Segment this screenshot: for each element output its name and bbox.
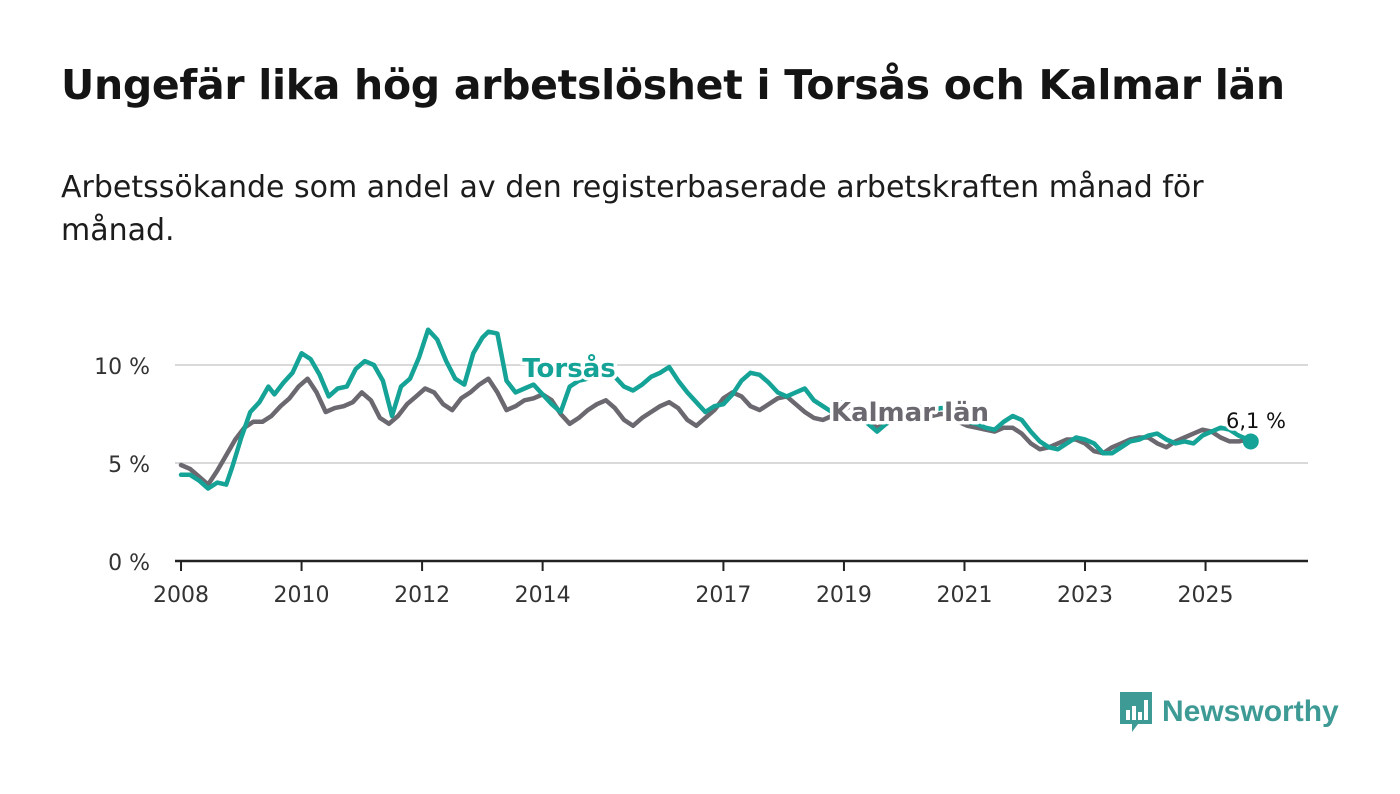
series-label-torsas: Torsås bbox=[522, 352, 615, 384]
chart-title: Ungefär lika hög arbetslöshet i Torsås o… bbox=[61, 61, 1285, 109]
x-tick-label: 2023 bbox=[1057, 583, 1113, 608]
y-tick-label: 10 % bbox=[94, 355, 150, 380]
x-tick-label: 2025 bbox=[1178, 583, 1234, 608]
series-lines bbox=[178, 327, 1253, 491]
series-line-torsas bbox=[178, 327, 1253, 491]
end-value-label: 6,1 % bbox=[1226, 409, 1286, 433]
series-label-kalmar-lan: Kalmar län bbox=[831, 398, 989, 428]
gridlines bbox=[175, 364, 1308, 464]
x-tick-label: 2021 bbox=[936, 583, 992, 608]
y-axis-ticks: 0 % 5 % 10 % bbox=[94, 355, 150, 576]
x-tick-label: 2010 bbox=[274, 583, 330, 608]
brand-name: Newsworthy bbox=[1162, 695, 1339, 728]
x-tick-label: 2012 bbox=[394, 583, 450, 608]
y-tick-label: 5 % bbox=[108, 453, 150, 478]
series-line-kalmar-lan bbox=[178, 376, 1253, 487]
x-tick-label: 2017 bbox=[695, 583, 751, 608]
end-point-marker bbox=[1242, 433, 1259, 450]
series-labels: Torsås Kalmar län bbox=[519, 349, 993, 432]
chart-subtitle: Arbetssökande som andel av den registerb… bbox=[61, 170, 1204, 248]
newsworthy-logo[interactable]: Newsworthy bbox=[1118, 690, 1339, 734]
x-axis-ticks: 2008 2010 2012 2014 2017 2019 2021 2023 2025 bbox=[153, 561, 1234, 608]
x-tick-label: 2014 bbox=[515, 583, 571, 608]
x-tick-label: 2019 bbox=[816, 583, 872, 608]
x-tick-label: 2008 bbox=[153, 583, 209, 608]
bar-chart-logo-icon bbox=[1120, 692, 1152, 732]
y-tick-label: 0 % bbox=[108, 551, 150, 576]
